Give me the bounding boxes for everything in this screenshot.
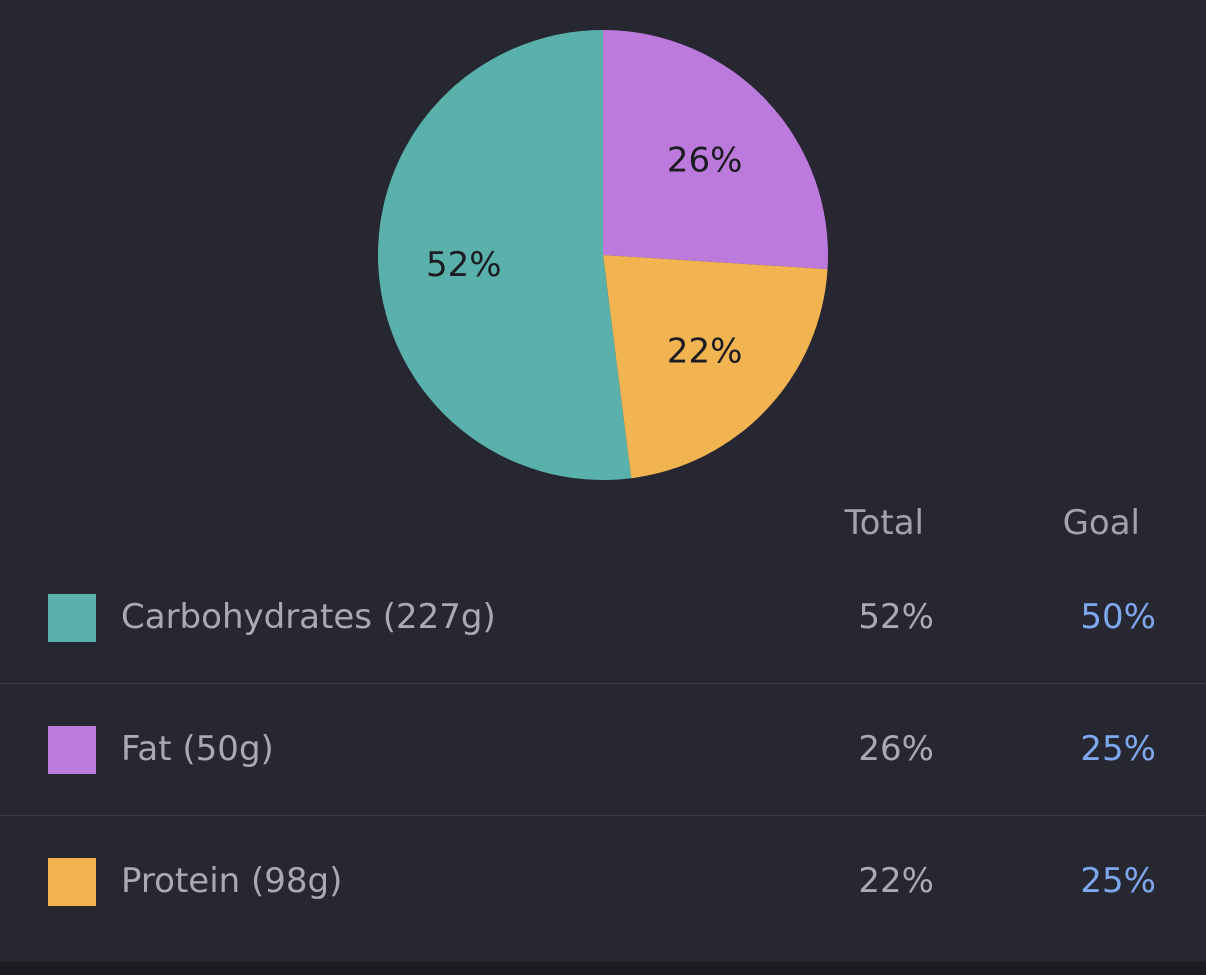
pie-slice-carbohydrates [378,30,632,480]
protein-total: 22% [858,861,934,901]
macros-pie-chart: 26% 22% 52% [378,30,829,480]
macro-row-carbohydrates[interactable]: Carbohydrates (227g) 52% 50% [0,552,1206,684]
total-column-header: Total [844,503,924,543]
carbohydrates-label: Carbohydrates (227g) [121,597,496,637]
macro-row-protein[interactable]: Protein (98g) 22% 25% [0,816,1206,948]
carbohydrates-color-swatch [48,594,96,642]
fat-goal: 25% [1080,729,1156,769]
pie-labels: 26% 22% 52% [426,141,742,372]
pie-label-carbohydrates: 52% [426,245,502,285]
pie-label-fat: 26% [667,141,743,181]
pie-slice-protein [603,255,828,479]
row-divider [0,815,1206,816]
fat-color-swatch [48,726,96,774]
pie-slice-fat [603,30,829,270]
fat-total: 26% [858,729,934,769]
pie-label-protein: 22% [667,331,743,371]
fat-label: Fat (50g) [121,729,274,769]
carbohydrates-total: 52% [858,597,934,637]
macro-row-fat[interactable]: Fat (50g) 26% 25% [0,684,1206,816]
protein-color-swatch [48,858,96,906]
pie-slices [378,30,829,480]
goal-column-header: Goal [1062,503,1140,543]
bottom-bar [0,962,1206,975]
pie-chart-svg: 26% 22% 52% [378,30,829,480]
protein-label: Protein (98g) [121,861,343,901]
carbohydrates-goal: 50% [1080,597,1156,637]
protein-goal: 25% [1080,861,1156,901]
row-divider [0,683,1206,684]
